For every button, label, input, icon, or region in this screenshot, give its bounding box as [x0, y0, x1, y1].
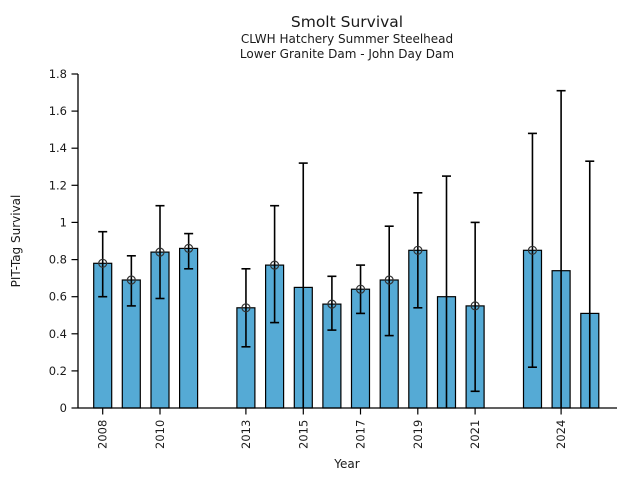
y-tick-label-0.8: 0.8 — [49, 253, 67, 267]
y-tick-label-0.4: 0.4 — [49, 327, 67, 341]
x-tick-label-2010: 2010 — [153, 420, 167, 449]
point-marker-2011 — [184, 243, 194, 253]
point-marker-2016 — [327, 299, 337, 309]
point-marker-2010 — [155, 247, 165, 257]
x-tick-label-2019: 2019 — [411, 420, 425, 449]
y-tick-label-1: 1 — [60, 215, 67, 229]
bar-2011 — [179, 247, 199, 409]
point-marker-2017 — [355, 284, 366, 294]
y-axis-label: PIT-Tag Survival — [9, 195, 23, 288]
y-tick-label-1.8: 1.8 — [49, 67, 67, 81]
x-tick-label-2013: 2013 — [239, 420, 253, 449]
point-marker-2009 — [126, 275, 136, 285]
chart-subtitle-line1: CLWH Hatchery Summer Steelhead — [241, 32, 453, 46]
point-marker-2019 — [413, 245, 423, 255]
x-tick-label-2015: 2015 — [296, 420, 310, 449]
y-tick-label-0.2: 0.2 — [49, 364, 67, 378]
point-marker-2013 — [241, 303, 251, 313]
x-tick-label-2021: 2021 — [468, 420, 482, 449]
x-tick-label-2008: 2008 — [96, 420, 110, 449]
y-tick-label-1.6: 1.6 — [49, 104, 67, 118]
chart-title: Smolt Survival — [291, 13, 403, 31]
x-tick-label-2017: 2017 — [354, 420, 368, 449]
error-bars-group — [98, 89, 595, 408]
point-marker-2023 — [527, 245, 538, 255]
axes-group: 0 0.2 0.4 0.6 0.8 1 1.2 1.4 1.6 1.8 2008 2010 2013 20… — [49, 67, 617, 449]
point-marker-2018 — [384, 275, 394, 285]
bars-group — [93, 247, 600, 409]
x-tick-label-2024: 2024 — [554, 420, 568, 449]
y-tick-label-1.4: 1.4 — [49, 141, 67, 155]
y-tick-label-0.6: 0.6 — [49, 290, 67, 304]
chart-subtitle-line2: Lower Granite Dam - John Day Dam — [240, 47, 454, 61]
point-marker-2014 — [270, 260, 280, 270]
y-tick-label-0: 0 — [60, 401, 67, 415]
point-marker-2008 — [98, 258, 108, 268]
point-marker-2021 — [470, 301, 480, 311]
y-tick-label-1.2: 1.2 — [49, 178, 67, 192]
x-axis-label: Year — [333, 457, 359, 471]
